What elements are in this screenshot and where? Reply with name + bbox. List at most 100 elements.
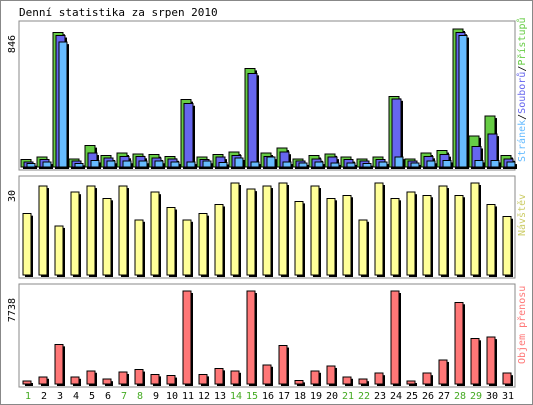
panel-middle-ymax-label: 30 (7, 190, 18, 202)
bar-top-s2-day-9 (154, 160, 164, 168)
bar-top-s2-day-5 (90, 159, 100, 168)
bar-bottom-s0-day-20 (326, 365, 336, 385)
x-tick-day-5: 5 (89, 391, 95, 402)
x-tick-day-9: 9 (153, 391, 159, 402)
x-tick-day-25: 25 (406, 391, 418, 402)
bar-middle-s0-day-11 (182, 219, 192, 276)
bar-top-s2-day-12 (202, 160, 212, 168)
x-tick-day-21: 21 (342, 391, 354, 402)
bar-bottom-s0-day-9 (150, 373, 160, 385)
legend-separator: / (517, 66, 528, 72)
bar-top-s1-day-11 (183, 103, 194, 168)
bar-bottom-s0-day-30 (486, 336, 496, 385)
bar-bottom-s0-day-16 (262, 364, 272, 385)
bar-middle-s0-day-28 (454, 194, 464, 276)
bar-bottom-s0-day-18 (294, 379, 304, 385)
bar-middle-s0-day-5 (86, 185, 96, 276)
bar-bottom-s0-day-5 (86, 370, 96, 385)
x-tick-day-16: 16 (262, 391, 274, 402)
bar-middle-s0-day-4 (70, 191, 80, 276)
x-tick-day-24: 24 (390, 391, 402, 402)
bar-top-s2-day-21 (346, 162, 356, 168)
bar-bottom-s0-day-4 (70, 376, 80, 385)
bar-top-s2-day-3 (58, 41, 68, 168)
panel-bottom-ymax-label: 7738 (7, 298, 18, 322)
bar-bottom-s0-day-8 (134, 369, 144, 385)
bar-middle-s0-day-18 (294, 200, 304, 276)
x-tick-day-1: 1 (25, 391, 31, 402)
legend-middle: Návštěv (516, 194, 528, 236)
bar-bottom-s0-day-31 (502, 372, 512, 385)
bar-middle-s0-day-13 (214, 203, 224, 276)
bar-top-s2-day-8 (138, 160, 148, 168)
x-tick-day-12: 12 (198, 391, 210, 402)
legend-bottom: Objem přenosu (516, 286, 528, 364)
x-tick-day-17: 17 (278, 391, 290, 402)
x-tick-day-29: 29 (470, 391, 482, 402)
bar-bottom-s0-day-15 (246, 290, 256, 385)
bar-middle-s0-day-23 (374, 182, 384, 276)
bar-top-s2-day-14 (234, 157, 244, 168)
bar-top-s1-day-15 (247, 72, 258, 168)
legend-item-1: Souborů (516, 72, 528, 114)
x-tick-day-19: 19 (310, 391, 322, 402)
bar-top-s2-day-10 (170, 161, 180, 168)
bar-top-s2-day-11 (186, 161, 196, 168)
bar-top-s2-day-1 (26, 163, 36, 168)
bar-middle-s0-day-10 (166, 207, 176, 276)
bar-middle-s0-day-25 (406, 191, 416, 276)
x-tick-day-27: 27 (438, 391, 450, 402)
bar-top-s2-day-26 (426, 160, 436, 168)
x-tick-day-30: 30 (486, 391, 498, 402)
bar-top-s2-day-18 (298, 162, 308, 168)
bar-middle-s0-day-29 (470, 182, 480, 276)
bar-middle-s0-day-2 (38, 185, 48, 276)
bar-bottom-s0-day-22 (358, 378, 368, 385)
bar-bottom-s0-day-2 (38, 376, 48, 385)
x-tick-day-13: 13 (214, 391, 226, 402)
legend-separator: / (517, 114, 528, 120)
bar-bottom-s0-day-23 (374, 372, 384, 385)
bar-middle-s0-day-6 (102, 197, 112, 276)
bar-middle-s0-day-22 (358, 219, 368, 276)
bar-top-s2-day-6 (106, 160, 116, 168)
x-tick-day-26: 26 (422, 391, 434, 402)
bar-middle-s0-day-21 (342, 194, 352, 276)
bar-bottom-s0-day-7 (118, 371, 128, 385)
bar-bottom-s0-day-21 (342, 376, 352, 385)
bar-middle-s0-day-14 (230, 182, 240, 276)
bar-middle-s0-day-12 (198, 213, 208, 276)
x-tick-day-11: 11 (182, 391, 194, 402)
bar-top-s2-day-7 (122, 160, 132, 168)
legend-top: Stránek/Souborů/Přístupů (516, 17, 528, 162)
legend-item-2: Přístupů (516, 17, 528, 65)
x-tick-day-31: 31 (502, 391, 514, 402)
bar-middle-s0-day-31 (502, 216, 512, 276)
x-tick-day-3: 3 (57, 391, 63, 402)
bar-bottom-s0-day-19 (310, 370, 320, 385)
bar-middle-s0-day-17 (278, 182, 288, 276)
bar-middle-s0-day-27 (438, 185, 448, 276)
legend-item-0: Stránek (516, 120, 528, 162)
bar-bottom-s0-day-11 (182, 290, 192, 385)
bar-top-s2-day-31 (506, 161, 516, 168)
bar-middle-s0-day-3 (54, 225, 64, 276)
bar-top-s2-day-23 (378, 161, 388, 168)
bar-middle-s0-day-20 (326, 197, 336, 276)
bar-bottom-s0-day-10 (166, 375, 176, 385)
bar-top-s2-day-2 (42, 161, 52, 168)
x-tick-day-10: 10 (166, 391, 178, 402)
bar-top-s2-day-19 (314, 161, 324, 168)
bar-bottom-s0-day-13 (214, 367, 224, 385)
bar-bottom-s0-day-24 (390, 290, 400, 385)
x-tick-day-14: 14 (230, 391, 242, 402)
bar-top-s2-day-24 (394, 156, 404, 168)
bar-top-s2-day-4 (74, 162, 84, 168)
bar-middle-s0-day-16 (262, 185, 272, 276)
bar-bottom-s0-day-28 (454, 301, 464, 385)
x-tick-day-15: 15 (246, 391, 258, 402)
bar-bottom-s0-day-26 (422, 372, 432, 385)
bar-middle-s0-day-7 (118, 185, 128, 276)
chart-title: Denní statistika za srpen 2010 (19, 6, 218, 19)
